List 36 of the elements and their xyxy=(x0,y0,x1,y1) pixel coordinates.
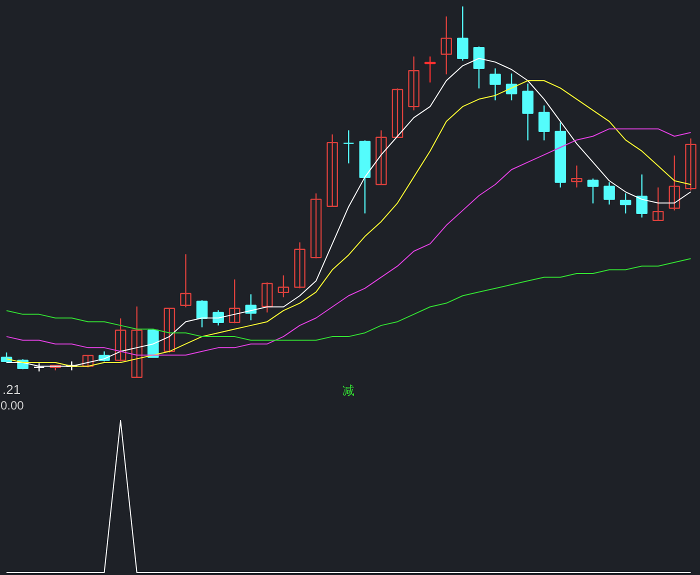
candlestick xyxy=(473,46,485,90)
candlestick xyxy=(82,354,94,368)
candlestick xyxy=(587,178,599,204)
candlestick xyxy=(196,300,208,328)
candlestick xyxy=(604,182,615,206)
candlestick xyxy=(342,130,354,164)
candlestick xyxy=(424,56,436,84)
candlestick xyxy=(392,88,404,138)
candlestick xyxy=(114,318,126,362)
candlestick xyxy=(408,56,420,111)
candlestick xyxy=(538,104,550,141)
candlestick xyxy=(180,254,192,308)
candlestick xyxy=(376,130,387,186)
candlestick xyxy=(636,174,648,218)
candlestick xyxy=(440,16,452,75)
candlestick xyxy=(262,282,273,314)
candlestick xyxy=(522,82,534,141)
text: 减 xyxy=(342,384,355,398)
candlestick xyxy=(310,192,322,259)
candlestick xyxy=(685,138,696,192)
candlestick xyxy=(228,278,240,324)
candlestick xyxy=(294,242,306,289)
candlestick xyxy=(326,134,338,207)
candlestick xyxy=(490,68,501,101)
candlestick xyxy=(571,164,582,188)
candlestick xyxy=(164,308,176,354)
candlestick xyxy=(131,306,142,378)
candlestick xyxy=(652,186,664,222)
candlestick xyxy=(457,6,468,62)
candlestick xyxy=(278,274,290,298)
candlestick xyxy=(0,352,12,364)
text: 0.00 xyxy=(0,398,24,412)
candlestick xyxy=(668,154,680,212)
text: .21 xyxy=(2,382,21,398)
candlestick xyxy=(212,310,224,326)
candlestick xyxy=(620,192,632,214)
